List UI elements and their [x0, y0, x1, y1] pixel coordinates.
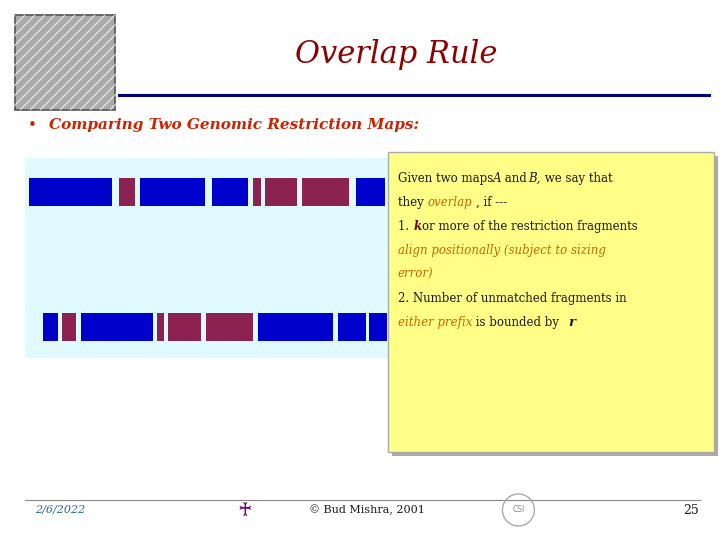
Text: 2/6/2022: 2/6/2022 — [35, 505, 85, 515]
Text: © Bud Mishra, 2001: © Bud Mishra, 2001 — [310, 505, 425, 515]
Text: ♰: ♰ — [238, 501, 252, 519]
Bar — [258, 313, 333, 341]
Text: 2. Number of unmatched fragments in: 2. Number of unmatched fragments in — [398, 292, 626, 305]
Bar — [265, 178, 297, 206]
Bar — [140, 178, 205, 206]
Text: B,: B, — [528, 172, 541, 185]
Bar — [302, 178, 349, 206]
Bar — [15, 15, 115, 110]
Bar — [212, 178, 248, 206]
Bar — [43, 313, 58, 341]
Text: 1.: 1. — [398, 220, 413, 233]
Text: 25: 25 — [683, 503, 699, 516]
Bar — [168, 313, 201, 341]
Bar — [369, 313, 387, 341]
Text: is bounded by: is bounded by — [472, 316, 563, 329]
Bar — [25, 158, 395, 358]
Text: , if ---: , if --- — [476, 196, 508, 209]
Bar — [62, 313, 76, 341]
Text: A: A — [493, 172, 502, 185]
Bar — [392, 156, 718, 456]
Bar — [388, 152, 714, 452]
Text: and: and — [501, 172, 531, 185]
Text: Given two maps: Given two maps — [398, 172, 497, 185]
Bar — [338, 313, 366, 341]
Text: or more of the restriction fragments: or more of the restriction fragments — [422, 220, 638, 233]
Bar — [356, 178, 385, 206]
Text: we say that: we say that — [541, 172, 613, 185]
Text: either prefix: either prefix — [398, 316, 472, 329]
Text: align positionally (subject to sizing: align positionally (subject to sizing — [398, 244, 606, 257]
Text: •: • — [27, 118, 36, 132]
Text: they: they — [398, 196, 428, 209]
Text: Comparing Two Genomic Restriction Maps:: Comparing Two Genomic Restriction Maps: — [49, 118, 419, 132]
Text: overlap: overlap — [428, 196, 472, 209]
Bar — [81, 313, 153, 341]
Text: k: k — [414, 220, 422, 233]
Bar — [253, 178, 261, 206]
Bar — [119, 178, 135, 206]
Bar — [29, 178, 112, 206]
Text: CSI: CSI — [512, 505, 525, 515]
Bar — [206, 313, 253, 341]
Text: Overlap Rule: Overlap Rule — [294, 39, 498, 71]
Text: error): error) — [398, 268, 433, 281]
Bar — [157, 313, 164, 341]
Text: r: r — [568, 316, 575, 329]
